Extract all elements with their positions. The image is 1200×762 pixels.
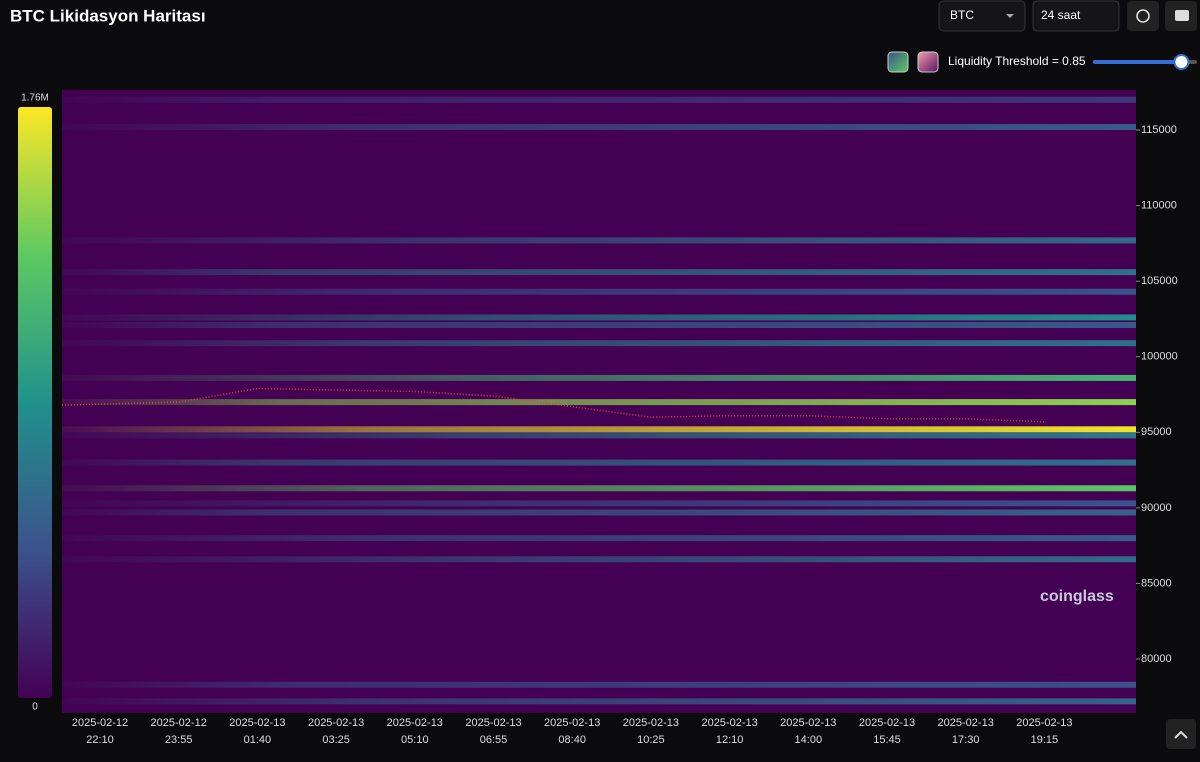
liquidity-band xyxy=(62,459,1136,466)
palette-viridis[interactable] xyxy=(887,51,909,73)
liquidity-band xyxy=(62,535,1136,542)
liquidity-band xyxy=(62,426,1136,433)
y-tick-label: 95000 xyxy=(1141,426,1172,438)
x-tick-date: 2025-02-13 xyxy=(308,717,364,729)
x-tick-time: 14:00 xyxy=(795,734,823,746)
liquidity-band xyxy=(62,509,1136,516)
scroll-top-button[interactable] xyxy=(1166,719,1196,749)
refresh-icon xyxy=(1136,9,1150,23)
scroll-top-icon xyxy=(1174,730,1188,739)
range-select[interactable] xyxy=(1032,0,1120,32)
refresh-button[interactable] xyxy=(1127,1,1159,31)
title: BTC Likidasyon Haritası xyxy=(10,6,206,25)
liquidity-band xyxy=(62,698,1136,705)
y-tick-label: 115000 xyxy=(1141,124,1177,136)
liquidity-band xyxy=(62,124,1136,131)
select-arrow xyxy=(1006,14,1014,18)
liquidity-band xyxy=(62,500,1136,507)
palette-magma[interactable] xyxy=(917,51,939,73)
camera-icon xyxy=(1175,10,1189,21)
y-tick-label: 80000 xyxy=(1141,653,1172,665)
x-tick-time: 12:10 xyxy=(716,734,744,746)
range-value: 24 saat xyxy=(1041,8,1081,22)
x-tick-time: 03:25 xyxy=(322,734,350,746)
x-tick-time: 19:15 xyxy=(1031,734,1059,746)
liquidity-band xyxy=(62,322,1136,329)
x-tick-time: 06:55 xyxy=(480,734,508,746)
x-tick-date: 2025-02-13 xyxy=(544,717,600,729)
x-tick-date: 2025-02-13 xyxy=(780,717,836,729)
slider-knob[interactable] xyxy=(1173,54,1190,70)
liquidity-band xyxy=(62,485,1136,492)
x-tick-date: 2025-02-13 xyxy=(387,717,443,729)
x-tick-date: 2025-02-13 xyxy=(623,717,679,729)
x-tick-date: 2025-02-12 xyxy=(72,717,128,729)
liquidity-band xyxy=(62,374,1136,381)
liquidity-band xyxy=(62,556,1136,563)
liquidity-band xyxy=(62,314,1136,321)
liquidity-band xyxy=(62,288,1136,295)
y-tick-label: 105000 xyxy=(1141,275,1178,287)
color-bar xyxy=(18,107,52,698)
y-tick-label: 90000 xyxy=(1141,502,1172,514)
x-tick-time: 01:40 xyxy=(244,734,272,746)
liquidity-band xyxy=(62,96,1136,103)
colorbar-label: 0 xyxy=(32,702,38,713)
x-tick-time: 05:10 xyxy=(401,734,429,746)
x-tick-date: 2025-02-13 xyxy=(465,717,521,729)
x-tick-date: 2025-02-13 xyxy=(1016,717,1072,729)
liquidity-band xyxy=(62,269,1136,276)
x-tick-time: 17:30 xyxy=(952,734,980,746)
symbol-select[interactable] xyxy=(938,0,1026,32)
x-tick-time: 10:25 xyxy=(637,734,665,746)
x-tick-time: 08:40 xyxy=(558,734,586,746)
liquidity-band xyxy=(62,681,1136,688)
x-tick-date: 2025-02-13 xyxy=(938,717,994,729)
watermark: coinglass xyxy=(1040,588,1114,605)
liquidity-band xyxy=(62,340,1136,347)
x-tick-date: 2025-02-13 xyxy=(701,717,757,729)
liquidity-band xyxy=(62,432,1136,439)
liquidity-band xyxy=(62,237,1136,244)
x-tick-time: 22:10 xyxy=(86,734,114,746)
x-tick-date: 2025-02-13 xyxy=(859,717,915,729)
x-tick-time: 15:45 xyxy=(873,734,901,746)
x-tick-date: 2025-02-12 xyxy=(151,717,207,729)
y-tick-label: 85000 xyxy=(1141,577,1172,589)
y-tick-label: 100000 xyxy=(1141,351,1178,363)
y-tick-label: 110000 xyxy=(1141,200,1177,212)
slider-fill xyxy=(1093,60,1182,64)
x-tick-time: 23:55 xyxy=(165,734,193,746)
colorbar-label: 1.76M xyxy=(21,93,49,104)
symbol-value: BTC xyxy=(950,8,974,22)
threshold-label: Liquidity Threshold = 0.85 xyxy=(948,54,1086,68)
x-tick-date: 2025-02-13 xyxy=(229,717,285,729)
liquidity-band xyxy=(62,399,1136,406)
